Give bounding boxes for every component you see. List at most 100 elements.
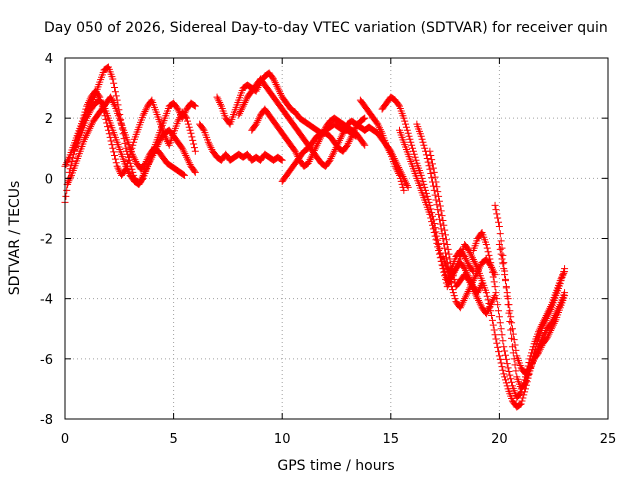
data-point [277,91,285,99]
data-point [311,145,319,153]
data-point [241,99,249,107]
data-point [497,359,505,367]
data-point [329,149,337,157]
data-point [501,271,509,279]
plot-area [61,63,569,411]
data-point [440,221,448,229]
data-point [86,95,94,103]
series-track-3 [63,93,188,188]
grid [65,58,608,419]
data-point [112,92,120,100]
data-point [361,114,369,122]
data-point [441,272,449,280]
data-point [494,343,502,351]
y-tick-label: -6 [40,353,53,368]
data-point [336,136,344,144]
data-point [417,132,425,140]
data-point [328,153,336,161]
data-point [458,300,466,308]
data-point [179,170,187,178]
data-point [191,147,199,155]
data-point [547,327,555,335]
data-point [550,319,558,327]
data-point [444,245,452,253]
data-point [188,133,196,141]
data-point [113,96,121,104]
data-point [129,141,137,149]
data-point [216,99,224,107]
data-point [107,93,115,101]
data-point [344,139,352,147]
data-point [235,111,243,119]
data-point [110,100,118,108]
data-point [559,271,567,279]
data-point [483,244,491,252]
data-point [208,145,216,153]
data-point [544,308,552,316]
data-point [402,178,410,186]
data-point [181,150,189,158]
data-point [185,159,193,167]
data-point [206,142,214,150]
data-point [399,173,407,181]
data-point [395,164,403,172]
data-point [274,84,282,92]
data-point [124,166,132,174]
data-point [292,149,300,157]
data-point [493,295,501,303]
data-point [543,334,551,342]
data-point [137,175,145,183]
data-point [528,349,536,357]
data-point [498,255,506,263]
data-point [536,345,544,353]
data-point [180,171,188,179]
data-point [537,322,545,330]
data-point [62,160,70,168]
data-point [400,186,408,194]
data-point [502,379,510,387]
data-point [542,335,550,343]
y-tick-label: -8 [40,413,53,428]
data-point [494,214,502,222]
data-point [142,106,150,114]
data-point [428,156,436,164]
data-point [489,295,497,303]
data-point [175,115,183,123]
data-point [491,292,499,300]
data-point [330,147,338,155]
data-point [558,273,566,281]
data-point [497,237,505,245]
data-point [470,287,478,295]
data-point [145,159,153,167]
data-point [150,148,158,156]
data-point [528,358,536,366]
data-point [154,141,162,149]
data-point [237,106,245,114]
data-point [487,307,495,315]
data-point [217,100,225,108]
data-point [108,141,116,149]
data-point [488,268,496,276]
data-point [406,135,414,143]
axes: 0 5 10 15 20 25 -8 -6 -4 -2 0 2 4 [40,52,616,447]
data-point [518,397,526,405]
data-point [273,82,281,90]
data-point [496,319,504,327]
data-point [205,140,213,148]
data-point [527,362,535,370]
data-point [307,154,315,162]
data-point [389,151,397,159]
data-point [489,273,497,281]
data-point [442,236,450,244]
data-point [276,155,284,163]
data-point [331,145,339,153]
data-point [243,95,251,103]
data-point [417,171,425,179]
data-point [376,124,384,132]
data-point [312,143,320,151]
data-point [352,132,360,140]
data-point [425,162,433,170]
data-point [213,93,221,101]
data-point [422,151,430,159]
data-point [346,136,354,144]
